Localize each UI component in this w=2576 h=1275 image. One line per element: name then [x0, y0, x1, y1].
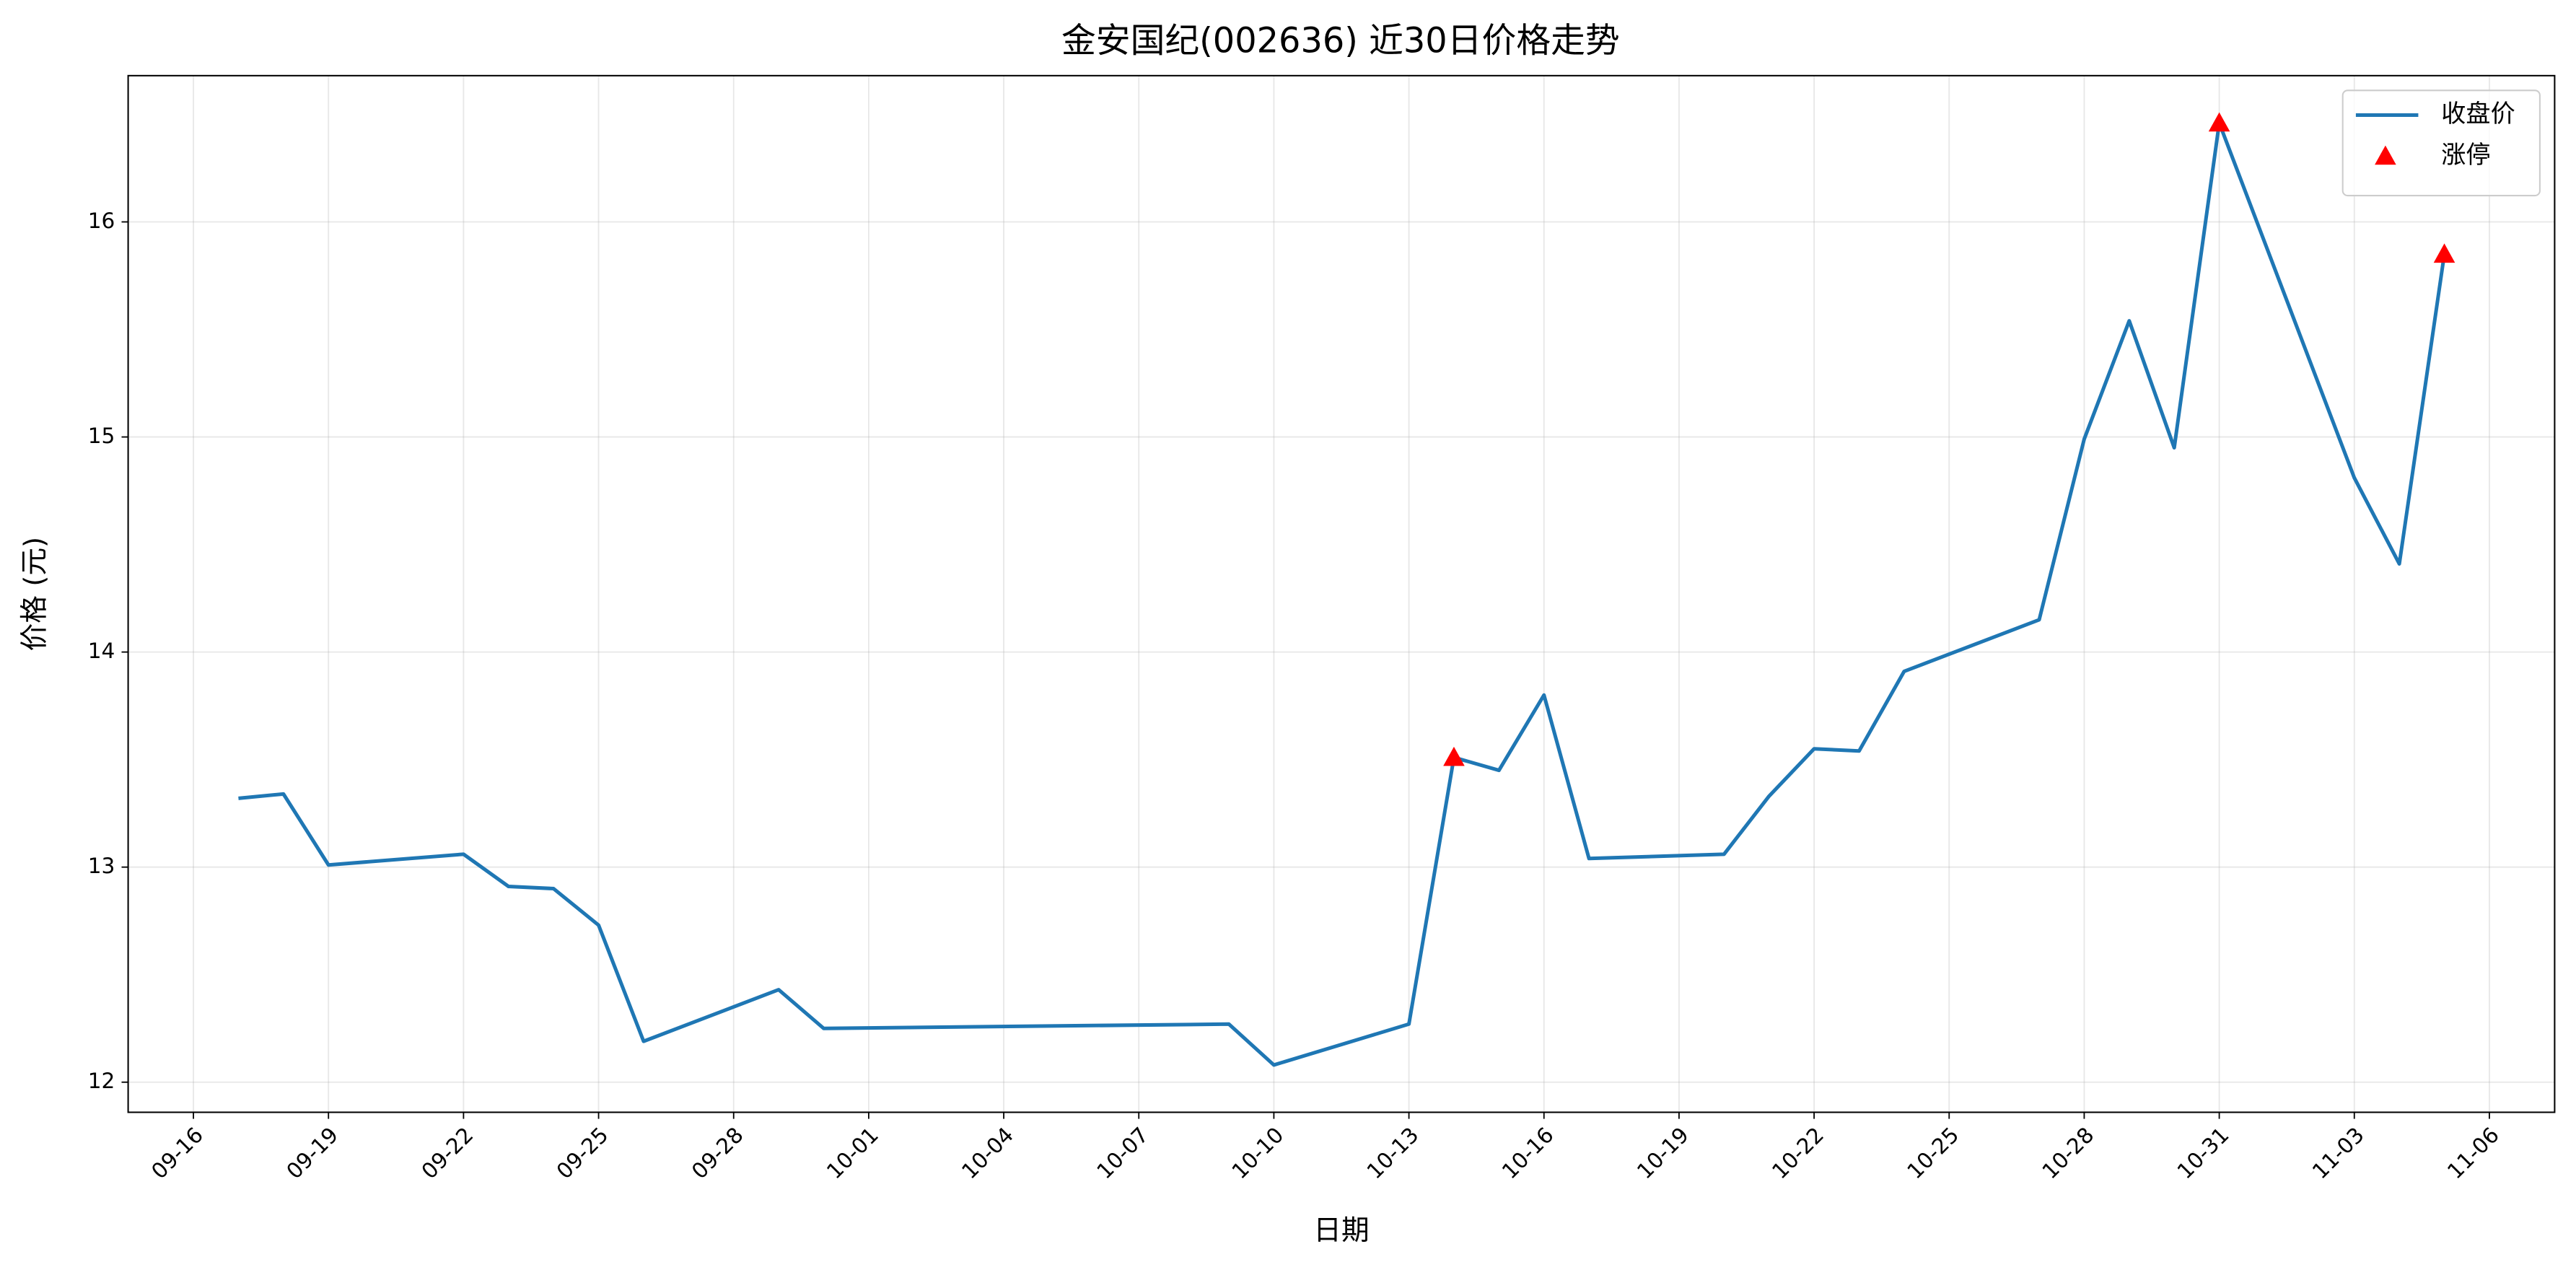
x-axis-label: 日期: [1313, 1214, 1369, 1247]
limit-up-marker: [2208, 112, 2230, 132]
y-tick-label: 13: [88, 854, 115, 878]
y-tick-label: 16: [88, 209, 115, 233]
y-tick-label: 12: [88, 1069, 115, 1093]
price-line: [238, 121, 2447, 1067]
legend-marker: [2375, 145, 2396, 165]
y-axis-label: 价格 (元): [19, 537, 51, 652]
plot-frame: [127, 74, 2556, 1113]
y-tick-label: 14: [88, 639, 115, 663]
y-tick-label: 15: [88, 424, 115, 448]
limit-up-marker: [2433, 243, 2455, 263]
legend-label: 涨停: [2441, 141, 2490, 170]
legend-label: 收盘价: [2441, 100, 2515, 128]
chart-title: 金安国纪(002636) 近30日价格走势: [1061, 21, 1620, 61]
limit-up-marker: [1443, 746, 1465, 766]
